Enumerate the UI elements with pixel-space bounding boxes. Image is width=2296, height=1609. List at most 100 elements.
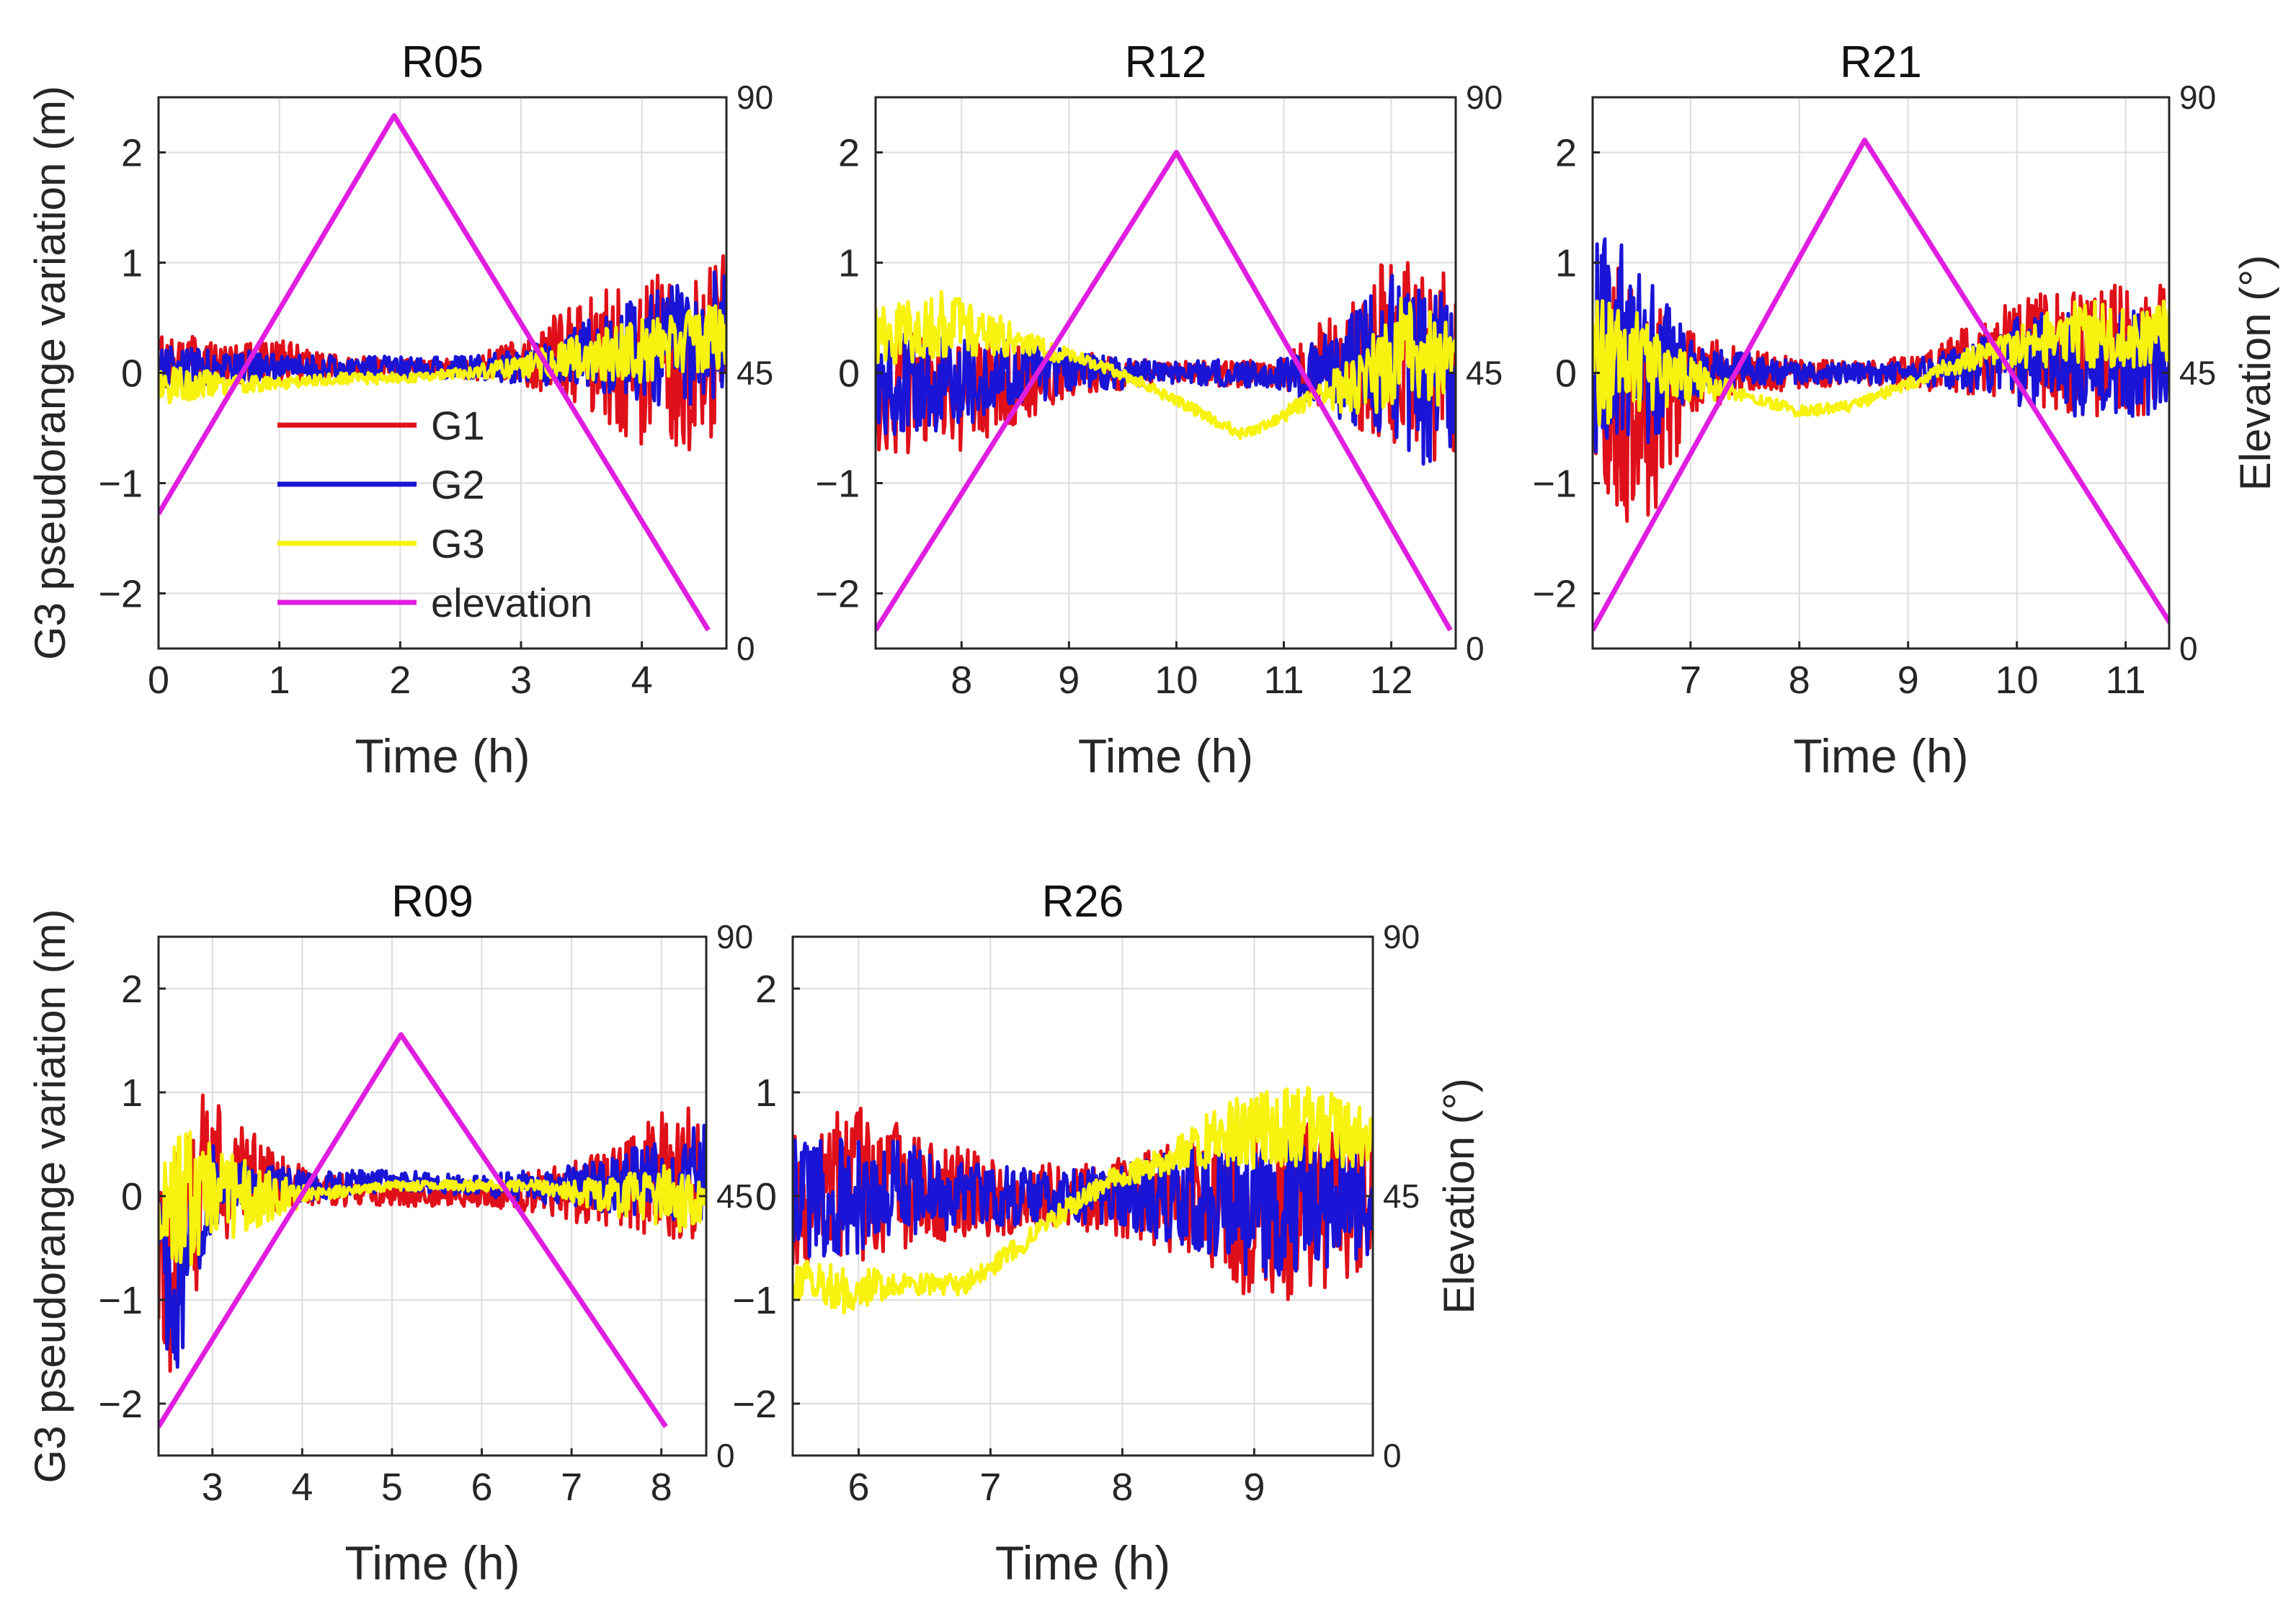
y-tick-label: 1 [121,242,143,285]
y-right-tick-label: 90 [1466,79,1503,116]
x-tick-label: 0 [148,659,169,702]
y-right-tick-label: 0 [1383,1437,1402,1474]
y-tick-label: 1 [121,1071,143,1115]
series-line-g2 [1593,237,2169,454]
x-tick-label: 1 [269,659,290,702]
legend: G1 G2 G3 elevation [277,403,592,625]
x-tick-label: 7 [979,1466,1001,1509]
x-tick-label: 8 [651,1466,672,1509]
y-tick-label: 2 [755,968,777,1011]
y-tick-label: 2 [1555,132,1577,175]
y-tick-label: 0 [121,352,143,396]
y-right-tick-label: 0 [716,1437,735,1474]
panel-r26: 6 7 8 9 −2 −1 0 1 2 0 45 90 R26 Time (h) Elevation (°) [732,877,1483,1590]
x-axis-label: Time (h) [1078,729,1253,783]
x-tick-label: 3 [510,659,532,702]
y-tick-label: −1 [98,463,143,506]
elevation-line [159,113,711,632]
data-layer [159,1032,706,1428]
data-layer [793,1086,1373,1315]
y-right-tick-label: 45 [1466,355,1503,392]
y-tick-label: 1 [838,242,860,285]
data-layer [159,113,726,632]
y-tick-label: 1 [755,1071,777,1115]
y-tick-label: −2 [98,573,143,616]
elevation-line [876,150,1453,632]
panel-title: R12 [1125,37,1207,87]
x-tick-label: 11 [2106,659,2146,702]
y-right-tick-label: 45 [737,355,773,392]
y-right-tick-label: 90 [737,79,773,116]
series-line-g2 [793,1134,1373,1279]
panel-title: R09 [391,877,473,927]
y-tick-label: −1 [98,1279,143,1322]
y-right-tick-label: 0 [1466,630,1485,667]
x-axis-label: Time (h) [344,1536,520,1590]
x-tick-label: 9 [1897,659,1919,702]
y-tick-label: −2 [98,1383,143,1426]
series-line-g2 [876,274,1456,466]
panel-title: R05 [401,37,484,87]
y-tick-label: 0 [121,1175,143,1218]
x-tick-label: 10 [1995,659,2039,702]
series-line-g3 [159,1130,706,1267]
data-layer [1593,138,2169,632]
series-line-g3 [1593,299,2169,427]
y-right-tick-label: 0 [2179,630,2198,667]
x-tick-label: 11 [1263,659,1304,702]
x-tick-label: 10 [1154,659,1198,702]
x-axis-label: Time (h) [355,729,530,783]
y-tick-label: 2 [121,968,143,1011]
x-tick-label: 4 [631,659,653,702]
x-tick-label: 5 [381,1466,403,1509]
x-tick-label: 9 [1243,1466,1265,1509]
x-tick-label: 6 [847,1466,869,1509]
y-tick-label: −1 [815,463,860,506]
y-right-tick-label: 45 [2179,355,2216,392]
y-right-tick-label: 45 [1383,1177,1420,1215]
data-layer [876,150,1456,632]
series-line-g3 [793,1086,1373,1315]
y-tick-label: −2 [815,573,860,616]
panel-title: R21 [1840,37,1922,87]
panel-r21: 7 8 9 10 11 −2 −1 0 1 2 0 45 90 R21 Time (h) Elevation … [1532,37,2279,783]
y-axis-label: G3 pseudorange variation (m) [26,909,74,1483]
x-tick-label: 7 [1680,659,1701,702]
y-tick-label: 0 [838,352,860,396]
y-axis-label: G3 pseudorange variation (m) [26,86,74,660]
y-right-tick-label: 45 [716,1177,753,1215]
y-right-tick-label: 90 [716,918,753,955]
series-line-g3 [159,304,726,405]
y-tick-label: 0 [755,1175,777,1218]
x-tick-label: 3 [202,1466,223,1509]
y-right-tick-label: 0 [737,630,755,667]
y-right-tick-label: 90 [2179,79,2216,116]
y-tick-label: 2 [838,132,860,175]
panel-r05: 0 1 2 3 4 −2 −1 0 1 2 0 45 90 R05 Time (h) G3 pseudoran… [26,37,773,783]
legend-label: G3 [431,521,485,566]
x-tick-label: 2 [389,659,411,702]
legend-label: G1 [431,403,485,448]
y-right-axis-label: Elevation (°) [1435,1078,1483,1314]
x-tick-label: 8 [951,659,972,702]
y-tick-label: −2 [732,1383,777,1426]
legend-label: G2 [431,462,485,507]
y-tick-label: 1 [1555,242,1577,285]
x-axis-label: Time (h) [995,1536,1170,1590]
x-tick-label: 9 [1058,659,1080,702]
x-tick-label: 8 [1789,659,1810,702]
y-tick-label: 0 [1555,352,1577,396]
x-tick-label: 7 [561,1466,582,1509]
x-tick-label: 12 [1370,659,1413,702]
x-tick-label: 8 [1111,1466,1133,1509]
elevation-line [1593,138,2169,632]
panel-title: R26 [1042,877,1124,927]
legend-label: elevation [431,580,592,625]
y-tick-label: −1 [1532,463,1577,506]
x-tick-label: 6 [471,1466,493,1509]
y-tick-label: −1 [732,1279,777,1322]
series-line-g3 [876,290,1456,440]
